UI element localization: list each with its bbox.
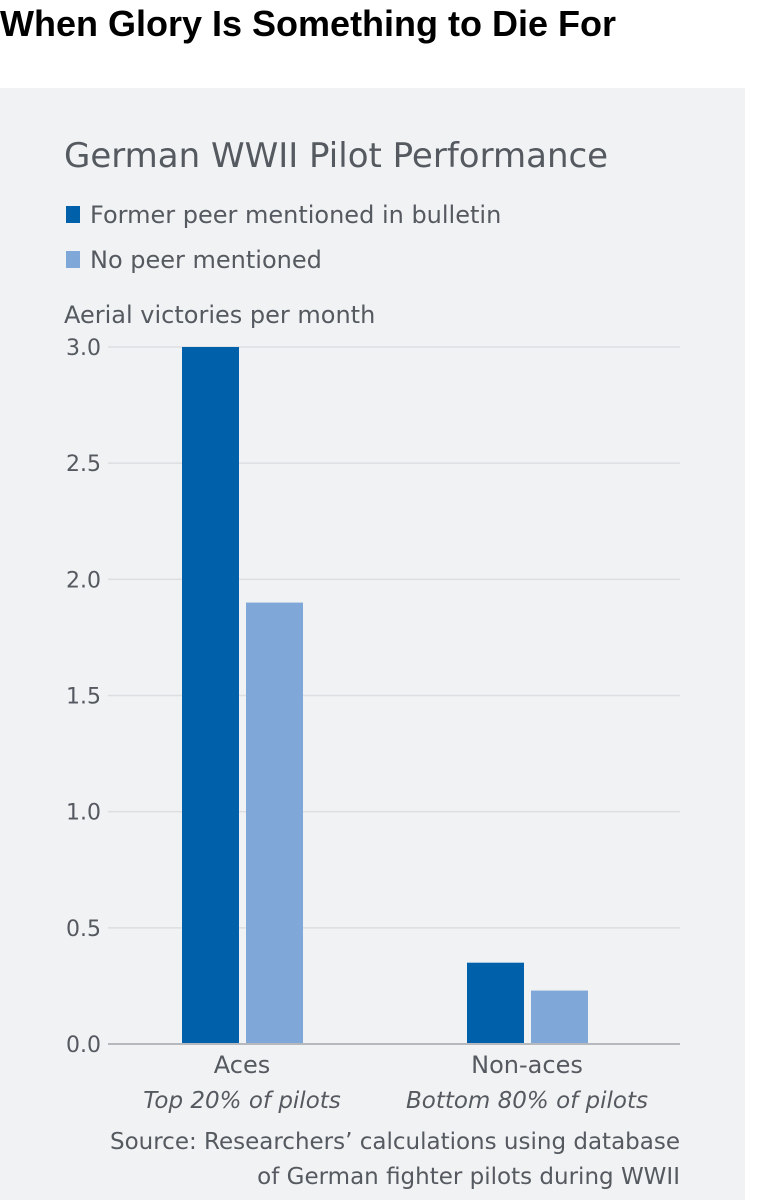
x-tick-sublabel: Bottom 80% of pilots: [406, 1088, 648, 1114]
y-tick-label: 0.5: [66, 917, 101, 942]
y-tick-label: 2.5: [66, 452, 101, 477]
headline: When Glory Is Something to Die For: [0, 3, 617, 44]
bar-non-aces-series-1: [467, 962, 524, 1044]
legend-label-former-peer: Former peer mentioned in bulletin: [90, 201, 501, 229]
y-tick-label: 2.0: [66, 568, 101, 593]
x-tick-labels: Aces Top 20% of pilots Non-aces Bottom 80% …: [143, 1051, 648, 1114]
chart-title: German WWII Pilot Performance: [64, 136, 608, 176]
legend-swatch-former-peer: [66, 206, 80, 223]
legend: Former peer mentioned in bulletin No pee…: [66, 201, 501, 274]
source-note-line-1: Source: Researchers’ calculations using …: [110, 1129, 680, 1155]
x-tick-label: Aces: [214, 1051, 270, 1079]
bars: [182, 347, 588, 1044]
x-tick-sublabel: Top 20% of pilots: [143, 1088, 341, 1114]
legend-swatch-no-peer: [66, 251, 80, 268]
x-tick-label: Non-aces: [471, 1051, 583, 1079]
y-tick-labels: 0.0 0.5 1.0 1.5 2.0 2.5 3.0: [66, 336, 101, 1058]
y-tick-label: 0.0: [66, 1033, 101, 1058]
bar-aces-series-2: [246, 602, 303, 1044]
y-tick-label: 3.0: [66, 336, 101, 361]
y-tick-label: 1.0: [66, 801, 101, 826]
chart-panel: [0, 88, 745, 1200]
bar-aces-series-1: [182, 347, 239, 1044]
y-axis-label: Aerial victories per month: [64, 301, 375, 329]
bar-non-aces-series-2: [531, 990, 588, 1044]
y-tick-label: 1.5: [66, 685, 101, 710]
source-note-line-2: of German fighter pilots during WWII: [257, 1164, 680, 1190]
legend-label-no-peer: No peer mentioned: [90, 246, 322, 274]
